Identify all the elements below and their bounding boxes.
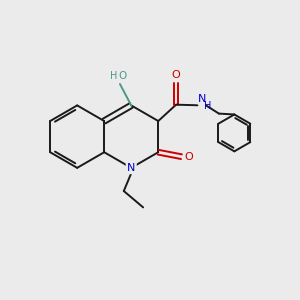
Text: N: N	[127, 163, 135, 173]
Text: O: O	[184, 152, 193, 162]
Text: O: O	[118, 71, 126, 81]
Text: H: H	[110, 71, 117, 81]
Text: O: O	[172, 70, 181, 80]
Text: H: H	[204, 100, 212, 111]
Text: N: N	[198, 94, 206, 104]
